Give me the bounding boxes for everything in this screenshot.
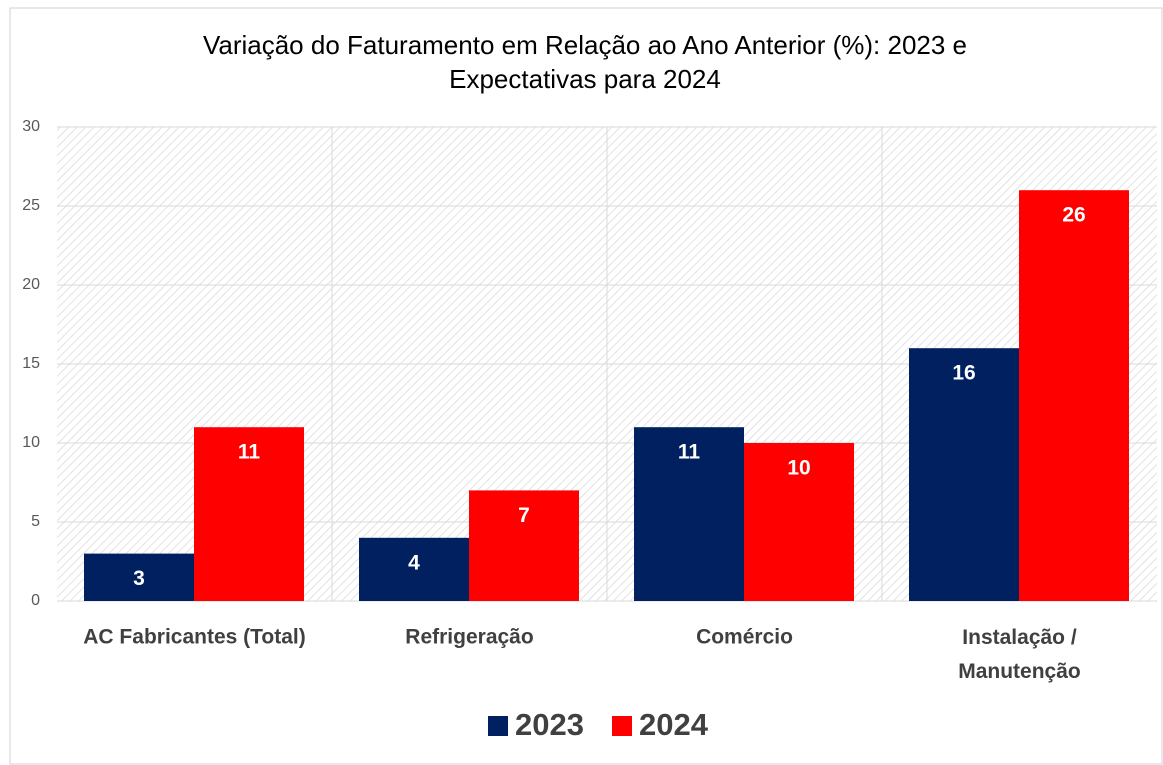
- bar: [744, 443, 854, 601]
- data-label: 16: [952, 362, 975, 385]
- bar: [194, 427, 304, 601]
- legend-label: 2023: [515, 707, 584, 742]
- bar: [634, 427, 744, 601]
- legend-swatch: [488, 716, 508, 736]
- data-label: 11: [238, 441, 261, 464]
- y-tick-label: 30: [22, 118, 40, 135]
- bar: [359, 537, 469, 601]
- legend-swatch: [612, 716, 632, 736]
- y-tick-label: 15: [22, 355, 40, 372]
- bar: [909, 348, 1019, 601]
- data-label: 3: [133, 567, 145, 590]
- y-tick-label: 0: [31, 592, 40, 609]
- data-label: 4: [408, 551, 420, 574]
- data-label: 10: [787, 457, 810, 480]
- bar: [1019, 190, 1129, 601]
- legend-label: 2024: [639, 707, 709, 742]
- x-tick-label: Instalação / Manutenção: [958, 626, 1081, 683]
- data-label: 11: [678, 441, 701, 464]
- y-tick-label: 5: [31, 513, 40, 530]
- chart-title: Variação do Faturamento em Relação ao An…: [203, 30, 967, 94]
- bar: [469, 490, 579, 601]
- x-tick-label: Comércio: [696, 626, 793, 649]
- bar: [84, 553, 194, 601]
- y-tick-label: 20: [22, 276, 40, 293]
- y-tick-label: 10: [22, 434, 40, 451]
- x-tick-label: AC Fabricantes (Total): [83, 626, 305, 649]
- data-label: 7: [518, 504, 530, 527]
- y-tick-label: 25: [22, 197, 40, 214]
- x-tick-label: Refrigeração: [405, 626, 533, 649]
- data-label: 26: [1062, 204, 1085, 227]
